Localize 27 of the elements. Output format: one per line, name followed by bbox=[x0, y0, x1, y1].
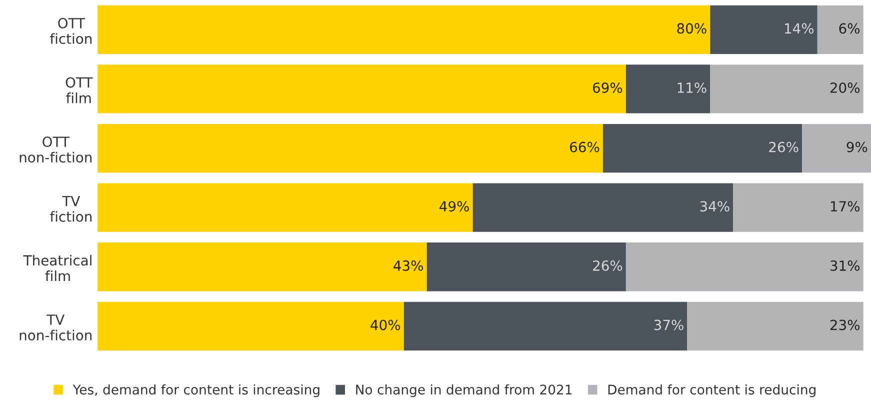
data-label: 23% bbox=[830, 320, 860, 330]
data-label: 26% bbox=[769, 142, 798, 152]
data-label: 17% bbox=[830, 201, 860, 212]
data-label: 49% bbox=[440, 201, 469, 212]
data-label: 31% bbox=[830, 260, 860, 271]
y-tick-label: Theatrical film bbox=[23, 254, 92, 281]
data-label: 43% bbox=[394, 260, 424, 271]
y-tick-label: OTT film bbox=[66, 77, 93, 104]
data-label: 80% bbox=[677, 23, 706, 34]
legend-label: No change in demand from 2021 bbox=[356, 384, 572, 398]
data-label: 69% bbox=[592, 82, 622, 93]
y-tick-label: TV fiction bbox=[50, 196, 92, 222]
data-label: 11% bbox=[678, 82, 706, 93]
data-label: 6% bbox=[839, 23, 860, 34]
legend-label: Demand for content is reducing bbox=[608, 384, 816, 398]
data-label: 66% bbox=[570, 142, 600, 152]
data-label: 20% bbox=[830, 82, 860, 93]
y-tick-label: OTT fiction bbox=[50, 18, 92, 44]
data-label: 34% bbox=[700, 201, 730, 212]
data-label: 14% bbox=[784, 23, 814, 34]
y-tick-label: OTT non-fiction bbox=[20, 136, 92, 163]
legend-label: Yes, demand for content is increasing bbox=[72, 384, 320, 398]
data-label: 26% bbox=[593, 260, 622, 271]
y-tick-label: TV non-fiction bbox=[20, 314, 92, 340]
data-label: 40% bbox=[370, 320, 400, 330]
data-label: 9% bbox=[846, 142, 868, 152]
data-label: 37% bbox=[654, 320, 684, 330]
